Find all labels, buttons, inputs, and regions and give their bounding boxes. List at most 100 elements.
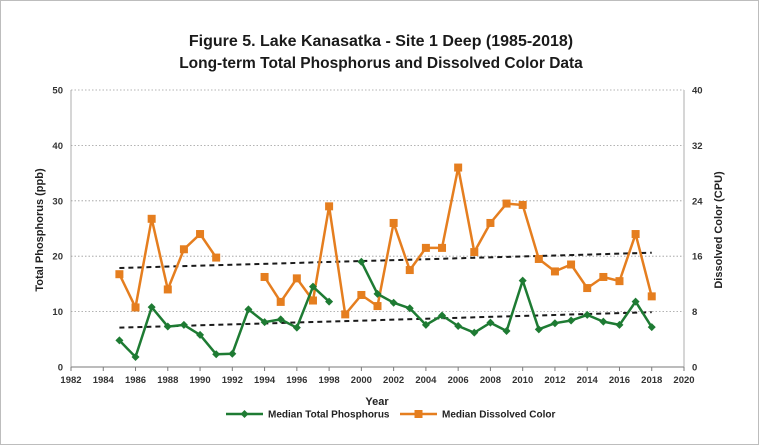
- data-point-phosphorus: [325, 297, 334, 306]
- x-tick-label: 2004: [415, 375, 437, 386]
- data-point-color: [292, 274, 301, 283]
- x-tick-label: 2008: [480, 375, 501, 386]
- data-point-color: [325, 202, 334, 211]
- data-point-phosphorus: [212, 350, 221, 359]
- data-point-phosphorus: [454, 322, 463, 331]
- data-point-color: [357, 290, 366, 299]
- trendline-dissolved-color: [119, 251, 652, 269]
- y-tick-label: 40: [52, 141, 63, 152]
- series-layer: [115, 163, 656, 362]
- data-point-color: [389, 218, 398, 227]
- y-tick-label: 30: [52, 196, 63, 207]
- x-axis-label: Year: [365, 396, 389, 408]
- data-point-phosphorus: [502, 326, 511, 335]
- y-axis-label: Total Phosphorus (ppb): [34, 168, 46, 292]
- data-point-color: [534, 254, 543, 263]
- data-point-phosphorus: [389, 298, 398, 307]
- data-point-phosphorus: [615, 320, 624, 329]
- data-point-phosphorus: [115, 336, 124, 345]
- data-point-color: [615, 277, 624, 286]
- axes: [70, 90, 685, 371]
- data-point-color: [196, 230, 205, 239]
- series-line-color: [263, 166, 653, 316]
- x-tick-label: 1996: [286, 375, 307, 386]
- x-tick-label: 2020: [673, 375, 694, 386]
- tick-labels: 0 10 20 30 40 50 0 8 16 24 32 40 1982 1984 1986 1988 199…: [52, 86, 703, 387]
- legend-label-color: Median Dissolved Color: [442, 410, 555, 421]
- x-tick-label: 2006: [448, 375, 469, 386]
- legend-item-phosphorus: Median Total Phosphorus: [226, 410, 390, 421]
- x-tick-label: 1988: [157, 375, 178, 386]
- data-point-phosphorus: [534, 325, 543, 334]
- data-point-phosphorus: [308, 282, 317, 291]
- data-point-color: [115, 270, 124, 279]
- data-point-phosphorus: [276, 315, 285, 324]
- y-tick-label: 50: [52, 86, 63, 97]
- y2-axis-label: Dissolved Color (CPU): [713, 171, 725, 289]
- data-point-color: [631, 230, 640, 239]
- data-point-color: [421, 243, 430, 252]
- data-point-phosphorus: [647, 323, 656, 332]
- data-point-phosphorus: [405, 304, 414, 313]
- x-tick-label: 2014: [577, 375, 599, 386]
- data-point-phosphorus: [244, 305, 253, 314]
- x-tick-label: 2012: [544, 375, 565, 386]
- data-point-color: [438, 243, 447, 252]
- x-tick-label: 2010: [512, 375, 533, 386]
- data-point-phosphorus: [421, 320, 430, 329]
- x-tick-label: 2016: [609, 375, 630, 386]
- data-point-color: [470, 248, 479, 257]
- data-point-phosphorus: [260, 318, 269, 327]
- series-line-phosphorus: [360, 261, 653, 334]
- data-point-color: [341, 310, 350, 319]
- y2-tick-label: 8: [692, 307, 697, 318]
- data-point-color: [599, 272, 608, 281]
- x-tick-label: 1994: [254, 375, 276, 386]
- y-tick-label: 10: [52, 307, 63, 318]
- data-point-color: [373, 302, 382, 311]
- y-tick-label: 0: [58, 363, 63, 374]
- data-point-color: [179, 245, 188, 254]
- legend-item-color: Median Dissolved Color: [400, 410, 555, 421]
- data-point-phosphorus: [486, 318, 495, 327]
- x-tick-label: 1992: [222, 375, 243, 386]
- data-point-color: [583, 284, 592, 293]
- data-point-phosphorus: [518, 276, 527, 285]
- data-point-phosphorus: [470, 328, 479, 337]
- data-point-color: [518, 200, 527, 209]
- y2-tick-label: 16: [692, 252, 703, 263]
- data-point-phosphorus: [147, 303, 156, 312]
- data-point-phosphorus: [131, 353, 140, 362]
- y2-tick-label: 40: [692, 86, 703, 97]
- legend-marker-phosphorus: [240, 410, 249, 418]
- data-point-color: [502, 199, 511, 208]
- data-point-phosphorus: [599, 317, 608, 326]
- data-point-color: [454, 163, 463, 172]
- data-point-phosphorus: [357, 257, 366, 266]
- x-tick-label: 1990: [189, 375, 210, 386]
- data-point-phosphorus: [438, 311, 447, 320]
- data-point-color: [550, 267, 559, 276]
- data-point-phosphorus: [550, 319, 559, 328]
- y2-tick-label: 24: [692, 196, 703, 207]
- data-point-phosphorus: [373, 289, 382, 298]
- data-point-color: [567, 260, 576, 269]
- x-tick-label: 1986: [125, 375, 146, 386]
- x-tick-label: 1984: [93, 375, 115, 386]
- data-point-phosphorus: [631, 297, 640, 306]
- data-point-color: [163, 285, 172, 294]
- data-point-phosphorus: [163, 322, 172, 331]
- data-point-phosphorus: [292, 323, 301, 332]
- data-point-color: [276, 297, 285, 306]
- x-tick-label: 1982: [60, 375, 81, 386]
- x-tick-label: 2000: [351, 375, 372, 386]
- data-point-color: [260, 272, 269, 281]
- chart-title: Figure 5. Lake Kanasatka - Site 1 Deep (…: [189, 33, 573, 50]
- y2-tick-label: 32: [692, 141, 703, 152]
- data-point-phosphorus: [179, 320, 188, 329]
- y2-tick-label: 0: [692, 363, 697, 374]
- data-point-color: [212, 253, 221, 262]
- data-point-phosphorus: [196, 330, 205, 339]
